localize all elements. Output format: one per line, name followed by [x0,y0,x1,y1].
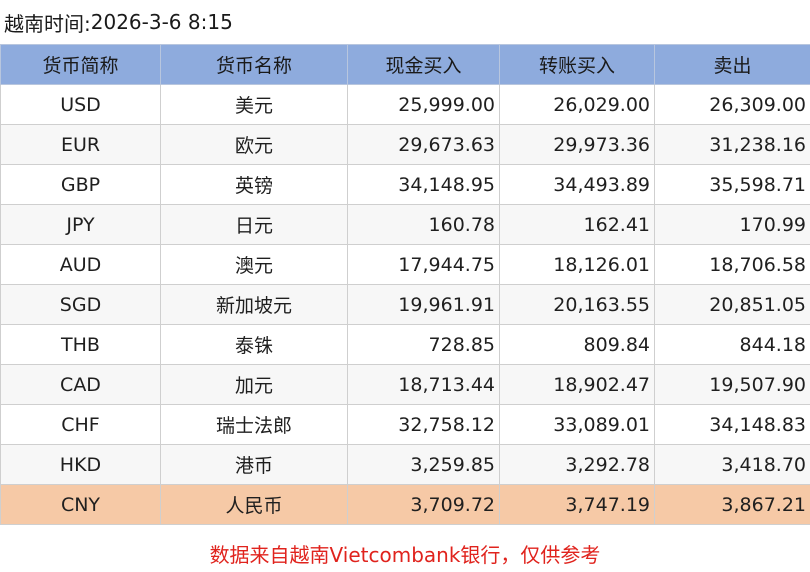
sell-cell: 26,309.00 [654,84,810,125]
sell-cell: 20,851.05 [654,284,810,325]
cash-buy-cell: 25,999.00 [347,84,500,125]
currency-name-cell: 瑞士法郎 [160,404,348,445]
currency-code-cell: CHF [0,404,161,445]
time-value: 2026-3-6 8:15 [90,10,233,34]
table-row: CAD 加元 18,713.44 18,902.47 19,507.90 [0,364,810,405]
transfer-buy-cell: 20,163.55 [499,284,655,325]
table-row: AUD 澳元 17,944.75 18,126.01 18,706.58 [0,244,810,285]
cash-buy-cell: 34,148.95 [347,164,500,205]
transfer-buy-cell: 26,029.00 [499,84,655,125]
currency-code-cell: THB [0,324,161,365]
currency-name-cell: 日元 [160,204,348,245]
transfer-buy-cell: 809.84 [499,324,655,365]
cash-buy-cell: 17,944.75 [347,244,500,285]
currency-code-cell: JPY [0,204,161,245]
source-footnote: 数据来自越南Vietcombank银行，仅供参考 [209,542,601,567]
cash-buy-cell: 160.78 [347,204,500,245]
transfer-buy-cell: 18,126.01 [499,244,655,285]
column-header-cash-buy: 现金买入 [347,44,500,85]
transfer-buy-cell: 3,747.19 [499,484,655,525]
sell-cell: 35,598.71 [654,164,810,205]
currency-name-cell: 泰铢 [160,324,348,365]
cash-buy-cell: 19,961.91 [347,284,500,325]
cash-buy-cell: 3,259.85 [347,444,500,485]
table-row: CHF 瑞士法郎 32,758.12 33,089.01 34,148.83 [0,404,810,445]
table-row: THB 泰铢 728.85 809.84 844.18 [0,324,810,365]
cash-buy-cell: 18,713.44 [347,364,500,405]
sell-cell: 31,238.16 [654,124,810,165]
sell-cell: 34,148.83 [654,404,810,445]
currency-name-cell: 欧元 [160,124,348,165]
currency-code-cell: EUR [0,124,161,165]
currency-code-cell: CAD [0,364,161,405]
currency-code-cell: HKD [0,444,161,485]
transfer-buy-cell: 33,089.01 [499,404,655,445]
cash-buy-cell: 29,673.63 [347,124,500,165]
transfer-buy-cell: 18,902.47 [499,364,655,405]
time-line: 越南时间: 2026-3-6 8:15 [0,0,810,44]
cash-buy-cell: 3,709.72 [347,484,500,525]
sell-cell: 19,507.90 [654,364,810,405]
table-body: USD 美元 25,999.00 26,029.00 26,309.00 EUR 欧元 29,… [0,84,810,525]
currency-name-cell: 英镑 [160,164,348,205]
currency-code-cell: AUD [0,244,161,285]
sell-cell: 844.18 [654,324,810,365]
currency-name-cell: 新加坡元 [160,284,348,325]
currency-code-cell: CNY [0,484,161,525]
cash-buy-cell: 32,758.12 [347,404,500,445]
transfer-buy-cell: 29,973.36 [499,124,655,165]
column-header-name: 货币名称 [160,44,348,85]
table-row: GBP 英镑 34,148.95 34,493.89 35,598.71 [0,164,810,205]
column-header-transfer-buy: 转账买入 [499,44,655,85]
table-row: EUR 欧元 29,673.63 29,973.36 31,238.16 [0,124,810,165]
sell-cell: 3,867.21 [654,484,810,525]
exchange-rate-table: 货币简称 货币名称 现金买入 转账买入 卖出 USD 美元 25,999.00 26,… [0,44,810,525]
currency-name-cell: 澳元 [160,244,348,285]
currency-name-cell: 加元 [160,364,348,405]
sell-cell: 18,706.58 [654,244,810,285]
column-header-code: 货币简称 [0,44,161,85]
currency-name-cell: 美元 [160,84,348,125]
transfer-buy-cell: 3,292.78 [499,444,655,485]
table-row: HKD 港币 3,259.85 3,292.78 3,418.70 [0,444,810,485]
sell-cell: 3,418.70 [654,444,810,485]
column-header-sell: 卖出 [654,44,810,85]
table-header-row: 货币简称 货币名称 现金买入 转账买入 卖出 [0,44,810,85]
currency-name-cell: 港币 [160,444,348,485]
sell-cell: 170.99 [654,204,810,245]
currency-name-cell: 人民币 [160,484,348,525]
currency-code-cell: GBP [0,164,161,205]
transfer-buy-cell: 34,493.89 [499,164,655,205]
currency-code-cell: SGD [0,284,161,325]
table-row: CNY 人民币 3,709.72 3,747.19 3,867.21 [0,484,810,525]
table-row: USD 美元 25,999.00 26,029.00 26,309.00 [0,84,810,125]
transfer-buy-cell: 162.41 [499,204,655,245]
cash-buy-cell: 728.85 [347,324,500,365]
table-row: SGD 新加坡元 19,961.91 20,163.55 20,851.05 [0,284,810,325]
currency-code-cell: USD [0,84,161,125]
table-row: JPY 日元 160.78 162.41 170.99 [0,204,810,245]
time-label: 越南时间: [4,11,91,36]
